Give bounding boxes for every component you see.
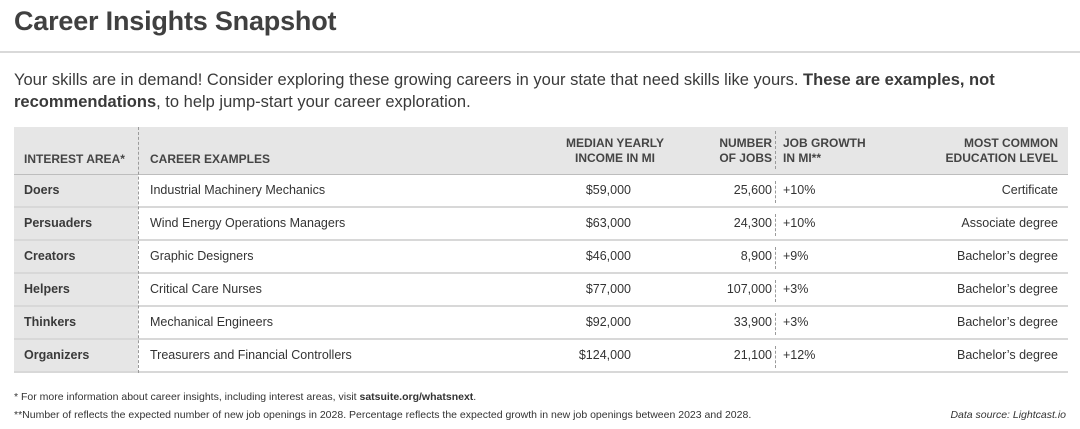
header-education-level: MOST COMMON EDUCATION LEVEL bbox=[946, 136, 1058, 166]
jobs-growth-row-divider bbox=[775, 247, 776, 269]
education-level: Bachelor’s degree bbox=[957, 348, 1058, 362]
intro-tail-text: , to help jump-start your career explora… bbox=[156, 93, 471, 111]
intro-paragraph: Your skills are in demand! Consider expl… bbox=[14, 69, 1054, 113]
header-jobs-line2: OF JOBS bbox=[719, 151, 772, 165]
median-income: $77,000 bbox=[585, 282, 631, 296]
education-level: Bachelor’s degree bbox=[957, 249, 1058, 263]
career-example: Wind Energy Operations Managers bbox=[150, 216, 346, 230]
job-growth: +12% bbox=[783, 348, 816, 362]
number-of-jobs: 8,900 bbox=[740, 249, 772, 263]
number-of-jobs: 33,900 bbox=[733, 315, 772, 329]
career-example: Mechanical Engineers bbox=[150, 315, 273, 329]
table-row: Thinkers Mechanical Engineers $92,000 33… bbox=[14, 307, 1068, 340]
interest-area: Helpers bbox=[24, 282, 70, 296]
table-header-row: INTEREST AREA* CAREER EXAMPLES MEDIAN YE… bbox=[14, 127, 1068, 175]
header-edu-line1: MOST COMMON bbox=[964, 136, 1058, 150]
header-median-income-line1: MEDIAN YEARLY bbox=[565, 136, 665, 150]
table-row: Organizers Treasurers and Financial Cont… bbox=[14, 340, 1068, 373]
jobs-growth-row-divider bbox=[775, 313, 776, 335]
interest-area-cell bbox=[14, 175, 138, 206]
number-of-jobs: 25,600 bbox=[733, 183, 772, 197]
page-title: Career Insights Snapshot bbox=[14, 6, 337, 36]
footnote1-end: . bbox=[473, 391, 477, 403]
header-growth-line2: IN MI** bbox=[783, 151, 822, 165]
median-income: $63,000 bbox=[585, 216, 631, 230]
interest-area: Creators bbox=[24, 249, 76, 263]
career-example: Critical Care Nurses bbox=[150, 282, 262, 296]
header-median-income: MEDIAN YEARLY INCOME IN MI bbox=[560, 136, 670, 166]
job-growth: +10% bbox=[783, 216, 816, 230]
header-growth-line1: JOB GROWTH bbox=[783, 136, 866, 150]
median-income: $124,000 bbox=[578, 348, 631, 362]
table-row: Creators Graphic Designers $46,000 8,900… bbox=[14, 241, 1068, 274]
header-bottom-rule bbox=[14, 174, 1068, 175]
interest-area: Doers bbox=[24, 183, 60, 197]
jobs-growth-row-divider bbox=[775, 214, 776, 236]
number-of-jobs: 107,000 bbox=[726, 282, 772, 296]
interest-area-cell bbox=[14, 274, 138, 305]
job-growth: +3% bbox=[783, 315, 809, 329]
header-interest-area: INTEREST AREA* bbox=[24, 152, 125, 166]
header-number-of-jobs: NUMBER OF JOBS bbox=[719, 136, 772, 166]
table-row: Doers Industrial Machinery Mechanics $59… bbox=[14, 175, 1068, 208]
interest-area: Persuaders bbox=[24, 216, 93, 230]
job-growth: +3% bbox=[783, 282, 809, 296]
education-level: Associate degree bbox=[961, 216, 1058, 230]
header-career-examples: CAREER EXAMPLES bbox=[150, 152, 271, 166]
career-example: Treasurers and Financial Controllers bbox=[150, 348, 352, 362]
jobs-growth-header-divider bbox=[775, 131, 776, 169]
job-growth: +9% bbox=[783, 249, 809, 263]
footnote-interest-areas: * For more information about career insi… bbox=[14, 391, 476, 403]
intro-text: Your skills are in demand! Consider expl… bbox=[14, 71, 804, 89]
interest-area-column-divider bbox=[138, 127, 139, 373]
interest-area-cell bbox=[14, 340, 138, 371]
education-level: Certificate bbox=[1001, 183, 1058, 197]
number-of-jobs: 24,300 bbox=[733, 216, 772, 230]
education-level: Bachelor’s degree bbox=[957, 282, 1058, 296]
number-of-jobs: 21,100 bbox=[733, 348, 772, 362]
median-income: $92,000 bbox=[585, 315, 631, 329]
table-row: Persuaders Wind Energy Operations Manage… bbox=[14, 208, 1068, 241]
jobs-growth-row-divider bbox=[775, 181, 776, 203]
job-growth: +10% bbox=[783, 183, 816, 197]
career-example: Industrial Machinery Mechanics bbox=[150, 183, 326, 197]
intro-bold-text: These are examples, not recommendations bbox=[14, 71, 995, 111]
header-jobs-line1: NUMBER bbox=[719, 136, 772, 150]
title-divider bbox=[0, 51, 1080, 53]
satsuite-link[interactable]: satsuite.org/whatsnext bbox=[359, 391, 474, 403]
interest-area: Thinkers bbox=[24, 315, 77, 329]
table-row: Helpers Critical Care Nurses $77,000 107… bbox=[14, 274, 1068, 307]
jobs-growth-row-divider bbox=[775, 280, 776, 302]
interest-area: Organizers bbox=[24, 348, 90, 362]
jobs-growth-row-divider bbox=[775, 346, 776, 368]
header-job-growth: JOB GROWTH IN MI** bbox=[783, 136, 866, 166]
career-table: INTEREST AREA* CAREER EXAMPLES MEDIAN YE… bbox=[14, 127, 1068, 373]
career-example: Graphic Designers bbox=[150, 249, 254, 263]
median-income: $46,000 bbox=[585, 249, 631, 263]
interest-area-cell bbox=[14, 208, 138, 239]
header-median-income-line2: INCOME IN MI bbox=[575, 151, 655, 165]
median-income: $59,000 bbox=[585, 183, 631, 197]
data-source: Data source: Lightcast.io bbox=[950, 409, 1066, 421]
header-edu-line2: EDUCATION LEVEL bbox=[945, 151, 1058, 165]
interest-area-cell bbox=[14, 241, 138, 272]
footnote1-text: * For more information about career insi… bbox=[14, 391, 360, 403]
education-level: Bachelor’s degree bbox=[957, 315, 1058, 329]
footnote-job-openings: **Number of reflects the expected number… bbox=[14, 409, 752, 421]
interest-area-cell bbox=[14, 307, 138, 338]
